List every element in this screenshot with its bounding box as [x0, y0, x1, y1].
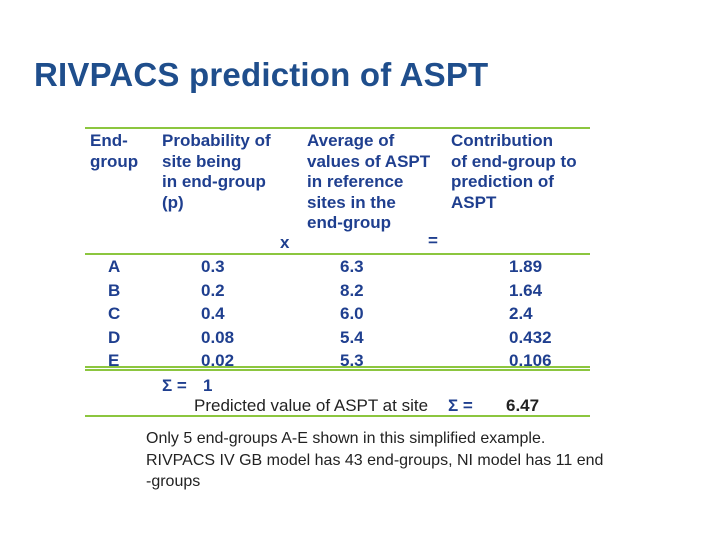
contribution-cell: 1.89	[509, 257, 543, 276]
probability-cell: 0.08	[201, 327, 235, 347]
header-average-aspt: Average of values of ASPT in reference s…	[307, 131, 431, 232]
equals-symbol: =	[428, 231, 438, 250]
multiply-symbol: x	[280, 233, 290, 252]
probability-sum-value: 1	[203, 376, 213, 395]
predicted-aspt-value: 6.47	[506, 396, 540, 415]
footnote-line: Only 5 end-groups A-E shown in this simp…	[146, 430, 546, 447]
probability-sum-label: Σ =	[162, 376, 187, 395]
predicted-value-label: Predicted value of ASPT at site	[194, 396, 429, 415]
footnote-line: RIVPACS IV GB model has 43 end-groups, N…	[146, 451, 604, 469]
group-cell: A	[108, 257, 121, 276]
probability-cell: 0.2	[201, 280, 225, 300]
footnote-line: -groups	[146, 473, 201, 490]
sum-rule	[85, 366, 590, 371]
average-cell: 5.4	[340, 327, 364, 347]
contribution-cell: 2.4	[509, 304, 533, 324]
group-cell: E	[108, 351, 120, 371]
table-bottom-rule	[85, 415, 590, 417]
contribution-cell: 0.106	[509, 351, 552, 371]
contribution-cell: 1.64	[509, 280, 543, 300]
probability-cell: 0.4	[201, 304, 225, 324]
header-probability: Probability of site being in end-group (…	[162, 131, 271, 212]
probability-cell: 0.02	[201, 351, 235, 371]
average-cell: 5.3	[340, 351, 364, 371]
header-end-group: End- group	[90, 131, 139, 171]
predicted-sum-label: Σ =	[448, 396, 473, 415]
header-bottom-rule	[85, 253, 590, 255]
probability-cell: 0.3	[201, 257, 225, 276]
table-top-rule	[85, 127, 590, 129]
group-cell: B	[108, 280, 121, 300]
group-cell: D	[108, 327, 121, 347]
group-cell: C	[108, 304, 121, 324]
average-cell: 8.2	[340, 280, 364, 300]
average-cell: 6.3	[340, 257, 364, 276]
contribution-cell: 0.432	[509, 327, 552, 347]
average-cell: 6.0	[340, 304, 364, 324]
footnote: Only 5 end-groups A-E shown in this simp…	[146, 428, 686, 493]
header-contribution: Contribution of end-group to prediction …	[451, 131, 577, 212]
slide-title: RIVPACS prediction of ASPT	[34, 56, 489, 93]
